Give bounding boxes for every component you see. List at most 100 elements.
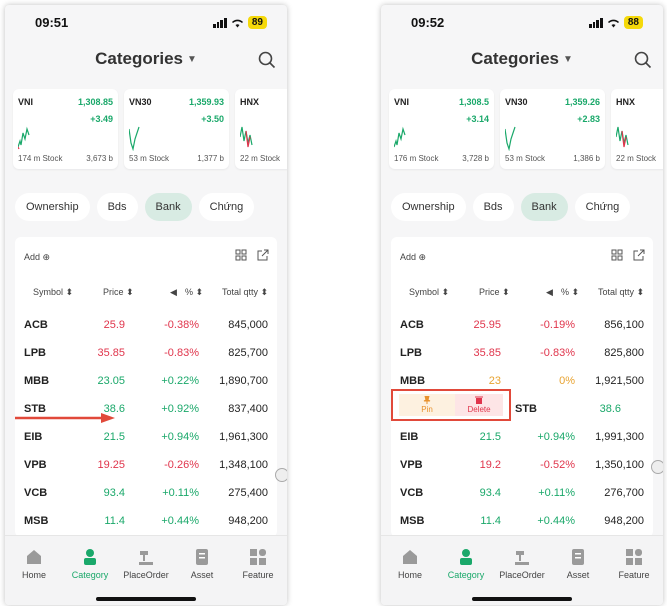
table-row[interactable]: MBB 23.05 +0.22% 1,890,700: [15, 367, 277, 395]
tab-chung[interactable]: Chứng: [574, 193, 631, 221]
qty-cell: 275,400: [228, 487, 268, 499]
col-percent[interactable]: % ⬍: [185, 287, 204, 297]
gavel-icon: [515, 551, 529, 565]
tab-ownership[interactable]: Ownership: [391, 193, 466, 221]
category-icon: [460, 549, 472, 565]
table-row[interactable]: LPB 35.85 -0.83% 825,700: [15, 339, 277, 367]
caret-down-icon: ▼: [562, 54, 573, 66]
symbol-cell: EIB: [24, 431, 43, 443]
battery-badge: 88: [623, 16, 643, 29]
tab-chung[interactable]: Chứng: [198, 193, 255, 221]
index-card-vn30[interactable]: VN30 1,359.26 +2.83 53 m Stock 1,386 b: [500, 89, 605, 169]
swipe-actions-highlight: Pin Delete: [391, 389, 511, 421]
table-row[interactable]: ACB 25.95 -0.19% 856,100: [391, 311, 653, 339]
index-card-hnx[interactable]: HNX 22 m Stock: [235, 89, 287, 169]
symbol-cell: VCB: [24, 487, 48, 499]
col-symbol[interactable]: Symbol ⬍: [409, 287, 450, 297]
qty-cell: 1,961,300: [219, 431, 268, 443]
nav-category[interactable]: Category: [62, 548, 118, 580]
table-row[interactable]: VCB 93.4 +0.11% 275,400: [15, 479, 277, 507]
symbol-cell: ACB: [24, 319, 48, 331]
table-row[interactable]: MSB 11.4 +0.44% 948,200: [15, 507, 277, 535]
table-row[interactable]: STB 38.6 +0.92% 837,400: [15, 395, 277, 423]
table-row[interactable]: MBB 23 0% 1,921,500: [391, 367, 653, 395]
gavel-icon: [139, 551, 153, 565]
tab-bank[interactable]: Bank: [144, 193, 192, 221]
symbol-cell: VPB: [400, 459, 423, 471]
table-row[interactable]: LPB 35.85 -0.83% 825,800: [391, 339, 653, 367]
caret-left-icon[interactable]: ◀: [170, 287, 177, 297]
nav-asset[interactable]: Asset: [174, 548, 230, 580]
table-row[interactable]: EIB 21.5 +0.94% 1,961,300: [15, 423, 277, 451]
pin-button[interactable]: Pin: [399, 394, 455, 416]
search-icon[interactable]: [257, 50, 277, 70]
col-total-qtty[interactable]: Total qtty ⬍: [597, 287, 644, 297]
col-price[interactable]: Price ⬍: [103, 287, 134, 297]
signal-icon: [212, 17, 227, 28]
search-icon[interactable]: [633, 50, 653, 70]
nav-feature[interactable]: Feature: [606, 548, 662, 580]
symbol-cell: MSB: [24, 515, 49, 527]
price-cell: 23: [488, 375, 501, 387]
qty-cell: 1,350,100: [595, 459, 644, 471]
percent-cell: -0.83%: [164, 347, 199, 359]
index-card-vni[interactable]: VNI 1,308.85 +3.49 174 m Stock 3,673 b: [13, 89, 118, 169]
nav-feature[interactable]: Feature: [230, 548, 286, 580]
nav-home[interactable]: Home: [6, 548, 62, 580]
col-percent[interactable]: % ⬍: [561, 287, 580, 297]
phone-screen-before: 09:51 89 Categories ▼ VNI 1,308.85 +3.49 …: [5, 5, 287, 605]
table-row[interactable]: MSB 11.4 +0.44% 948,200: [391, 507, 653, 535]
col-price[interactable]: Price ⬍: [479, 287, 510, 297]
page-title[interactable]: Categories ▼: [95, 49, 197, 68]
nav-placeorder[interactable]: PlaceOrder: [494, 548, 550, 580]
add-symbol-button[interactable]: Add ⊕: [400, 252, 427, 262]
percent-cell: -0.38%: [164, 319, 199, 331]
col-symbol[interactable]: Symbol ⬍: [33, 287, 74, 297]
nav-placeorder[interactable]: PlaceOrder: [118, 548, 174, 580]
index-carousel[interactable]: VNI 1,308.85 +3.49 174 m Stock 3,673 b V…: [13, 89, 287, 169]
qty-cell: 948,200: [604, 515, 644, 527]
price-cell: 21.5: [479, 431, 501, 443]
col-total-qtty[interactable]: Total qtty ⬍: [221, 287, 268, 297]
trash-icon: [475, 396, 483, 404]
index-card-vni[interactable]: VNI 1,308.5 +3.14 176 m Stock 3,728 b: [389, 89, 494, 169]
percent-cell: 0%: [559, 375, 575, 387]
delete-button[interactable]: Delete: [455, 394, 503, 416]
bottom-nav: Home Category PlaceOrder Asset Feature: [5, 535, 287, 605]
tab-bds[interactable]: Bds: [472, 193, 514, 221]
qty-cell: 1,991,300: [595, 431, 644, 443]
caret-left-icon[interactable]: ◀: [546, 287, 553, 297]
nav-category[interactable]: Category: [438, 548, 494, 580]
tab-bank[interactable]: Bank: [520, 193, 568, 221]
qty-cell: 825,700: [228, 347, 268, 359]
sparkline-icon: [18, 126, 30, 150]
symbol-cell: VPB: [24, 459, 47, 471]
table-row[interactable]: EIB 21.5 +0.94% 1,991,300: [391, 423, 653, 451]
percent-cell: -0.26%: [164, 459, 199, 471]
qty-cell: 1,921,500: [595, 375, 644, 387]
symbol-cell: LPB: [400, 347, 422, 359]
index-card-hnx[interactable]: HNX 22 m Stock: [611, 89, 663, 169]
grid-view-icon[interactable]: [611, 249, 623, 261]
table-row[interactable]: ACB 25.9 -0.38% 845,000: [15, 311, 277, 339]
page-title[interactable]: Categories ▼: [471, 49, 573, 68]
qty-cell: 845,000: [228, 319, 268, 331]
index-carousel[interactable]: VNI 1,308.5 +3.14 176 m Stock 3,728 b VN…: [389, 89, 663, 169]
add-symbol-button[interactable]: Add ⊕: [24, 252, 51, 262]
table-row[interactable]: STB 38.6: [391, 395, 653, 423]
table-row[interactable]: VPB 19.25 -0.26% 1,348,100: [15, 451, 277, 479]
scroll-handle-icon[interactable]: [275, 468, 287, 482]
nav-home[interactable]: Home: [382, 548, 438, 580]
price-cell: 23.05: [97, 375, 125, 387]
scroll-handle-icon[interactable]: [651, 460, 663, 474]
symbol-cell: MBB: [24, 375, 50, 387]
share-icon[interactable]: [257, 249, 269, 261]
share-icon[interactable]: [633, 249, 645, 261]
index-card-vn30[interactable]: VN30 1,359.93 +3.50 53 m Stock 1,377 b: [124, 89, 229, 169]
tab-ownership[interactable]: Ownership: [15, 193, 90, 221]
nav-asset[interactable]: Asset: [550, 548, 606, 580]
table-row[interactable]: VCB 93.4 +0.11% 276,700: [391, 479, 653, 507]
table-row[interactable]: VPB 19.2 -0.52% 1,350,100: [391, 451, 653, 479]
tab-bds[interactable]: Bds: [96, 193, 138, 221]
grid-view-icon[interactable]: [235, 249, 247, 261]
